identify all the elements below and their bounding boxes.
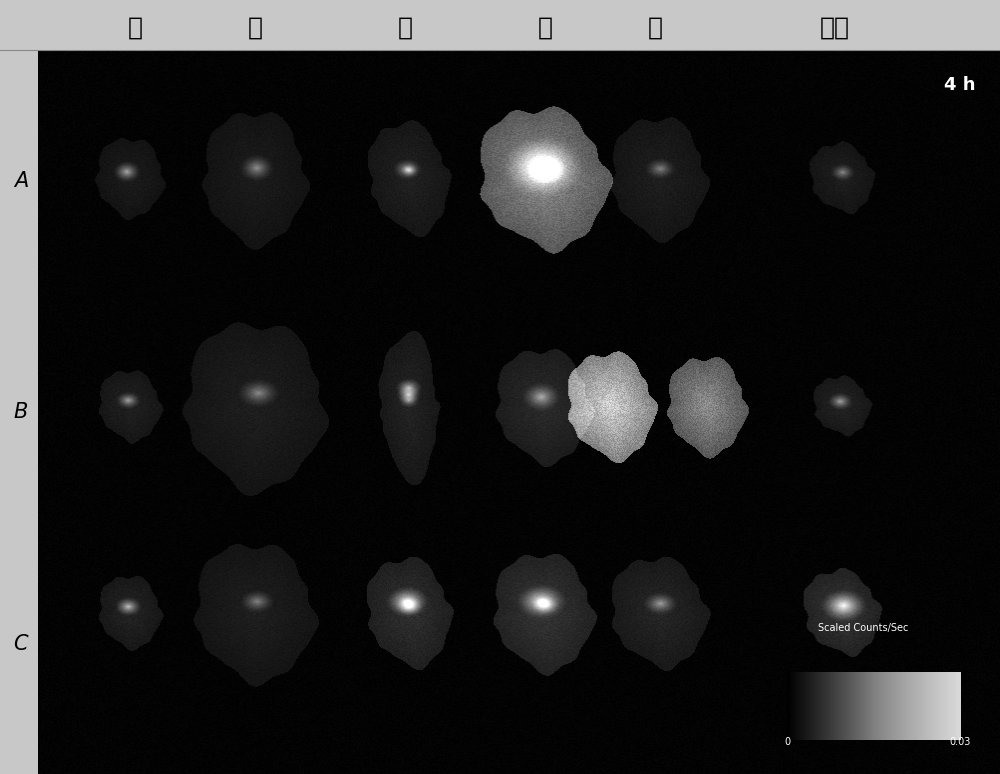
Text: 脂: 脂 — [648, 15, 662, 39]
Text: B: B — [14, 402, 28, 422]
Text: A: A — [14, 170, 28, 190]
Text: 脾: 脾 — [398, 15, 413, 39]
Text: 心: 心 — [128, 15, 143, 39]
Text: 肺: 肺 — [538, 15, 552, 39]
Text: 0.03: 0.03 — [950, 737, 971, 747]
Text: 4 h: 4 h — [944, 76, 976, 94]
Text: 0: 0 — [784, 737, 790, 747]
Text: C: C — [14, 634, 28, 654]
Text: Scaled Counts/Sec: Scaled Counts/Sec — [818, 623, 908, 632]
Text: 肃瘾: 肃瘾 — [820, 15, 850, 39]
Text: 肝: 肝 — [248, 15, 262, 39]
